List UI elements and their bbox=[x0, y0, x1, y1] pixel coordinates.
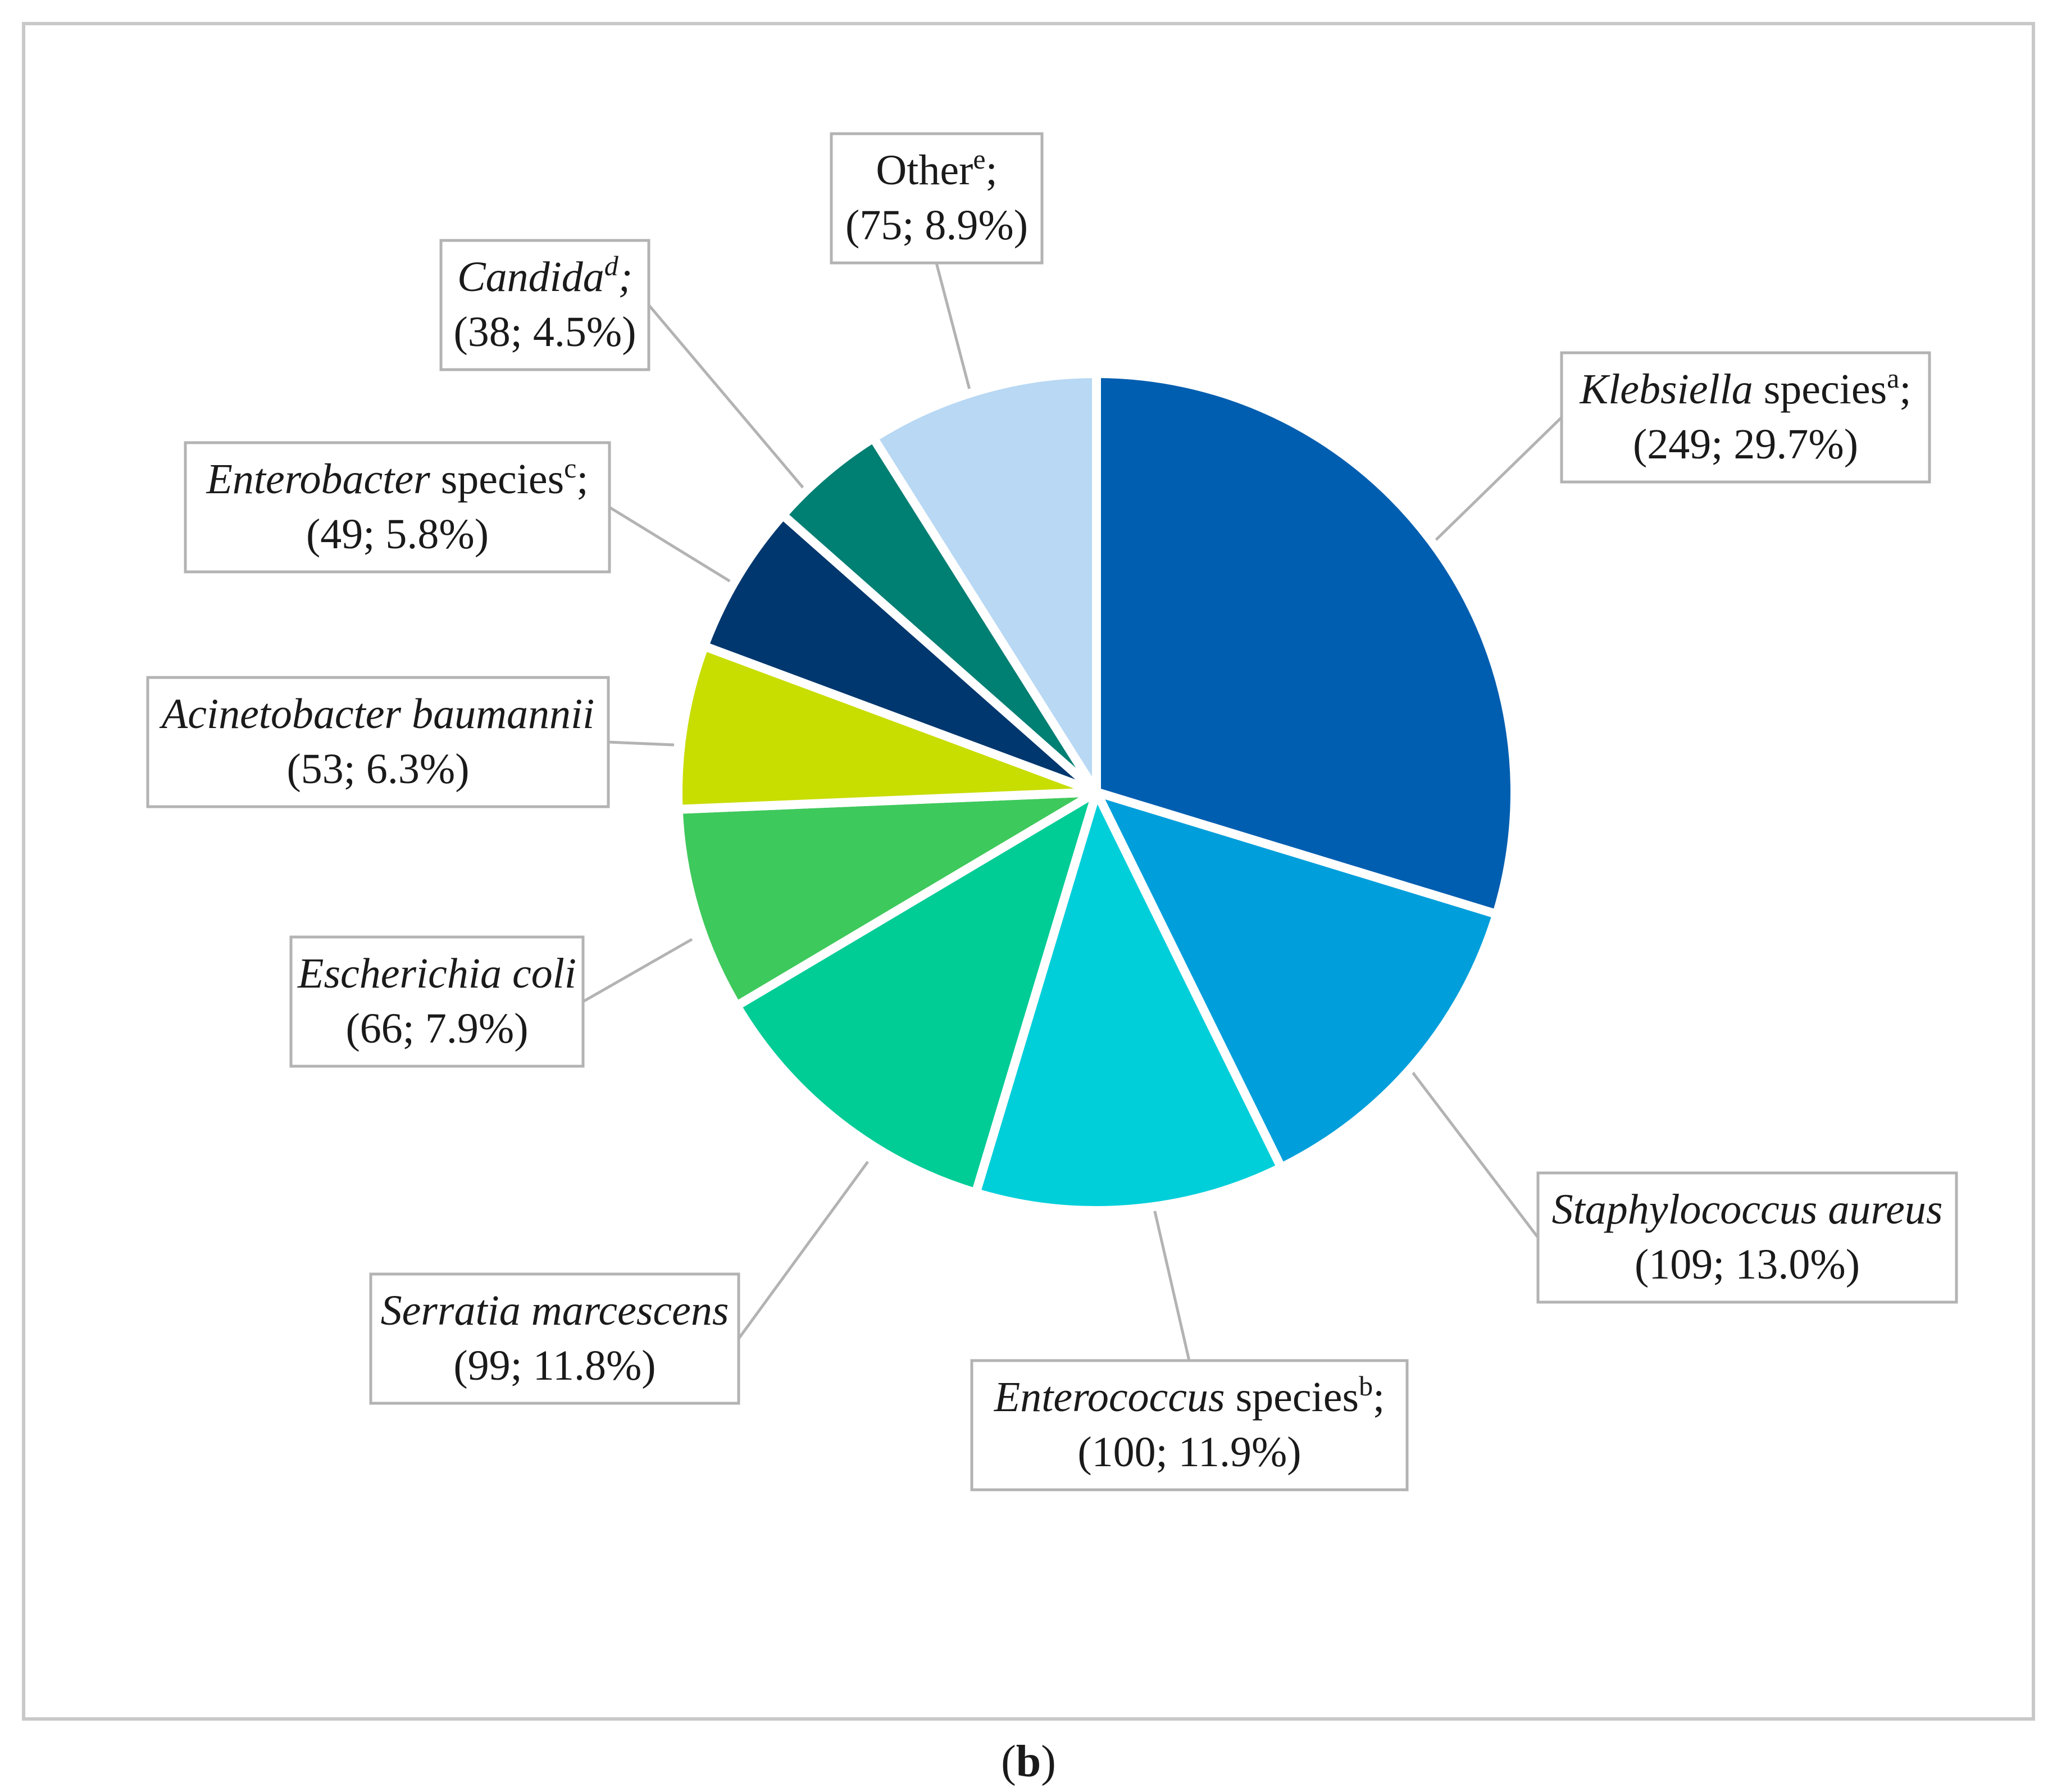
slice-name: Othere; bbox=[876, 143, 997, 194]
slice-label: Escherichia coli (66; 7.9%) bbox=[289, 935, 585, 1068]
slice-label-box bbox=[289, 935, 585, 1068]
pie-slice bbox=[868, 369, 1101, 797]
leader-line bbox=[737, 1161, 870, 1340]
slice-value: (53; 6.3%) bbox=[286, 745, 469, 793]
slice-value: (109; 13.0%) bbox=[1635, 1241, 1860, 1288]
pie-slice bbox=[699, 510, 1101, 797]
leader-line bbox=[935, 262, 975, 405]
slice-label-box bbox=[830, 132, 1044, 265]
slice-name: Acinetobacter baumannii bbox=[159, 690, 594, 738]
slice-name: Enterobacter speciesc; bbox=[206, 452, 589, 503]
slice-value: (38; 4.5%) bbox=[453, 308, 636, 356]
pie-slice bbox=[673, 642, 1101, 814]
pie-slices bbox=[673, 369, 1519, 1215]
slice-label: Acinetobacter baumannii (53; 6.3%) bbox=[146, 676, 610, 808]
slice-name: Escherichia coli bbox=[297, 950, 576, 997]
slice-value: (100; 11.9%) bbox=[1077, 1429, 1301, 1476]
slice-value: (66; 7.9%) bbox=[345, 1005, 528, 1052]
slice-label-box bbox=[1536, 1171, 1958, 1304]
slice-label-box bbox=[439, 239, 650, 371]
pie-slice bbox=[732, 788, 1101, 1198]
slice-name: Enterococcus speciesb; bbox=[994, 1370, 1385, 1421]
leader-line bbox=[1149, 1191, 1191, 1361]
pie-slice bbox=[1092, 788, 1501, 1172]
slice-label-box bbox=[369, 1272, 740, 1405]
leader-line bbox=[582, 938, 693, 1003]
pie-slice bbox=[1092, 369, 1519, 919]
pie-slice bbox=[673, 788, 1101, 1011]
slice-label: Serratia marcescens (99; 11.8%) bbox=[369, 1272, 740, 1405]
slice-name: Klebsiella speciesa; bbox=[1580, 362, 1912, 413]
slice-name: Serratia marcescens bbox=[381, 1287, 729, 1334]
slice-label-box bbox=[1560, 351, 1931, 484]
slice-label: Othere; (75; 8.9%) bbox=[830, 132, 1044, 265]
leader-line bbox=[608, 740, 675, 747]
pie-slice bbox=[971, 788, 1286, 1215]
leader-line bbox=[1408, 1066, 1539, 1239]
figure-caption: (b) bbox=[1001, 1737, 1056, 1786]
leader-line bbox=[1427, 416, 1563, 549]
leader-line bbox=[608, 506, 731, 583]
slice-label: Candidad; (38; 4.5%) bbox=[439, 239, 650, 371]
slice-labels: Klebsiella speciesa; (249; 29.7%) Staphylo… bbox=[146, 132, 1958, 1491]
slice-value: (99; 11.8%) bbox=[453, 1342, 656, 1389]
leader-line bbox=[648, 304, 809, 494]
slice-value: (75; 8.9%) bbox=[845, 202, 1028, 249]
slice-value: (249; 29.7%) bbox=[1633, 421, 1858, 468]
slice-label-box bbox=[146, 676, 610, 808]
slice-label-box bbox=[184, 441, 611, 574]
slice-label: Klebsiella speciesa; (249; 29.7%) bbox=[1560, 351, 1931, 484]
leader-lines bbox=[582, 262, 1563, 1361]
slice-name: Staphylococcus aureus bbox=[1552, 1186, 1943, 1233]
slice-label: Enterococcus speciesb; (100; 11.9%) bbox=[970, 1359, 1409, 1491]
slice-name: Candidad; bbox=[457, 250, 632, 301]
slice-label: Staphylococcus aureus (109; 13.0%) bbox=[1536, 1171, 1958, 1304]
slice-label: Enterobacter speciesc; (49; 5.8%) bbox=[184, 441, 611, 574]
slice-label-box bbox=[970, 1359, 1409, 1491]
slice-value: (49; 5.8%) bbox=[306, 511, 489, 558]
